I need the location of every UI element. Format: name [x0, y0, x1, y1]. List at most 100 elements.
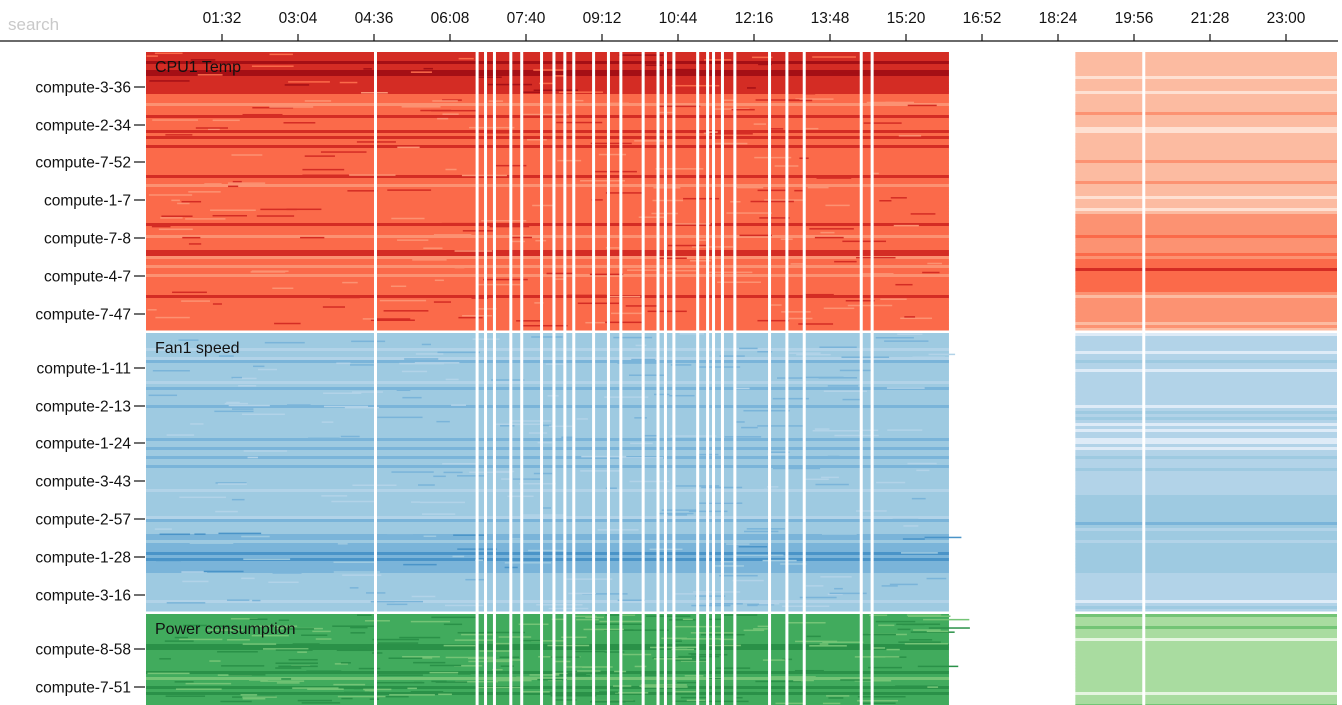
heatmap-cell [823, 390, 867, 393]
heatmap-stripe [146, 58, 949, 62]
heatmap-cell [342, 281, 358, 284]
heatmap-stripe [1075, 381, 1337, 385]
heatmap-cell [288, 658, 318, 661]
row-label[interactable]: compute-3-43 [35, 474, 131, 491]
heatmap-stripe [1075, 582, 1337, 586]
row-label[interactable]: compute-1-7 [44, 193, 131, 210]
heatmap-stripe [1075, 635, 1337, 639]
search-input[interactable] [0, 12, 140, 38]
row-label[interactable]: compute-3-16 [35, 588, 131, 605]
row-label[interactable]: compute-1-24 [35, 436, 131, 453]
heatmap-cell [795, 640, 838, 643]
heatmap-cell [415, 353, 444, 355]
heatmap-stripe [1075, 534, 1337, 538]
heatmap-cell [683, 197, 720, 200]
heatmap-cell [511, 240, 526, 243]
heatmap-cell [628, 374, 666, 376]
heatmap-stripe [146, 295, 949, 299]
heatmap-cell [816, 177, 852, 179]
heatmap-cell [539, 424, 552, 427]
row-label[interactable]: compute-8-58 [35, 642, 131, 659]
heatmap-cell [422, 657, 433, 659]
heatmap-cell [892, 518, 919, 521]
heatmap-cell [247, 456, 258, 459]
row-label[interactable]: compute-2-57 [35, 512, 131, 529]
heatmap-cell [776, 377, 803, 379]
heatmap-cell [650, 646, 688, 649]
row-label[interactable]: compute-7-47 [35, 307, 131, 324]
heatmap-cell [640, 684, 687, 686]
heatmap-stripe [1075, 564, 1337, 568]
heatmap-cell [423, 67, 433, 70]
heatmap-stripe [1075, 555, 1337, 559]
heatmap-cell [719, 355, 745, 357]
heatmap-cell [443, 644, 476, 647]
heatmap-stripe [1075, 139, 1337, 143]
heatmap-cell [913, 629, 941, 631]
heatmap-cell [304, 155, 335, 157]
row-label[interactable]: compute-3-36 [35, 80, 131, 97]
heatmap-cell [753, 628, 768, 630]
missing-data-gap [492, 52, 496, 705]
heatmap-stripe [1075, 363, 1337, 367]
heatmap-cell [185, 682, 232, 685]
heatmap-cell [155, 316, 190, 319]
row-label[interactable]: compute-7-51 [35, 680, 131, 697]
heatmap-cell [869, 614, 888, 617]
heatmap-cell [312, 630, 331, 633]
heatmap-stripe [146, 124, 949, 128]
heatmap-cell [688, 653, 699, 655]
heatmap-cell [546, 272, 573, 275]
heatmap-cell [377, 416, 423, 419]
missing-data-gap [509, 52, 513, 705]
heatmap-cell [378, 674, 423, 676]
heatmap-cell [221, 665, 265, 667]
heatmap-stripe [146, 199, 949, 203]
heatmap-cell [396, 457, 423, 459]
row-label[interactable]: compute-4-7 [44, 269, 131, 286]
heatmap-stripe [1075, 510, 1337, 514]
heatmap-cell [394, 256, 427, 258]
heatmap-cell [442, 113, 459, 115]
heatmap-stripe [1075, 169, 1337, 173]
heatmap-cell [624, 629, 669, 631]
row-label[interactable]: compute-2-34 [35, 118, 131, 135]
heatmap-stripe [146, 369, 949, 373]
heatmap-cell [734, 696, 743, 699]
heatmap-cell [644, 434, 658, 437]
heatmap-cell [347, 190, 378, 192]
heatmap-stripe [1075, 677, 1337, 681]
heatmap-cell [760, 382, 784, 384]
heatmap-stripe [1075, 519, 1337, 523]
heatmap-stripe [1075, 504, 1337, 508]
heatmap-cell [605, 192, 643, 194]
heatmap-cell [573, 99, 584, 102]
heatmap-cell [159, 533, 191, 536]
row-label[interactable]: compute-1-28 [35, 550, 131, 567]
heatmap-stripe [146, 677, 949, 681]
missing-data-gap [733, 52, 737, 705]
heatmap-cell [548, 425, 573, 428]
heatmap-stripe [146, 573, 949, 577]
heatmap-cell [907, 462, 937, 465]
heatmap-cell [231, 376, 242, 379]
heatmap-stripe [1075, 432, 1337, 436]
heatmap-cell [526, 139, 547, 141]
row-label[interactable]: compute-7-8 [44, 231, 131, 248]
heatmap-stripe [146, 280, 949, 284]
x-tick-label: 03:04 [279, 10, 318, 27]
heatmap-stripe [1075, 656, 1337, 660]
heatmap-cell [551, 675, 591, 677]
heatmap-cell [464, 541, 485, 543]
heatmap-cell [858, 702, 896, 704]
row-label[interactable]: compute-1-11 [37, 361, 131, 378]
heatmap-cell [655, 168, 704, 170]
row-label[interactable]: compute-7-52 [35, 155, 131, 172]
heatmap-cell [383, 310, 429, 312]
heatmap-cell [739, 347, 758, 350]
row-label[interactable]: compute-2-13 [35, 399, 131, 416]
panel-title: Power consumption [155, 621, 296, 638]
missing-data-gap [663, 52, 667, 705]
heatmap-stripe [146, 689, 949, 693]
heatmap-cell [814, 256, 859, 259]
